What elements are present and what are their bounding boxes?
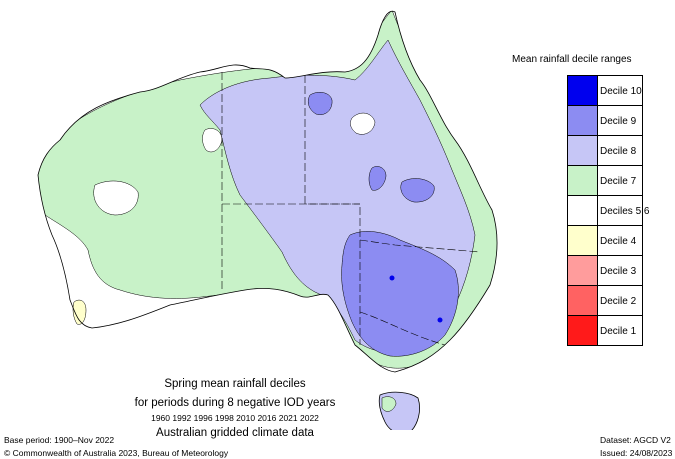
legend-item-decile-10 [568,76,642,106]
legend-label-decile-2: Decile 2 [600,296,637,307]
legend-swatch [568,226,598,255]
legend-item-decile-9 [568,106,642,136]
legend-label-decile-3: Decile 3 [600,266,637,277]
legend-item-decile-2 [568,286,642,316]
border-nsw-vic [359,311,446,346]
legend-label-decile-1: Decile 1 [600,326,637,337]
legend-swatch [568,166,598,195]
legend-item-decile-7 [568,166,642,196]
legend [567,75,643,346]
legend-swatch [568,106,598,135]
legend-swatch [568,256,598,285]
legend-swatch [568,286,598,315]
legend-label-decile-4: Decile 4 [600,236,637,247]
map-subtitle: for periods during 8 negative IOD years [134,397,336,409]
legend-item-decile-8 [568,136,642,166]
border-qld-nsw [359,239,481,253]
deciles-5-6-patch-cape [350,112,376,135]
legend-swatch [568,76,598,105]
legend-label-decile-10: Decile 10 [600,86,642,97]
legend-label-decile-9: Decile 9 [600,116,637,127]
deciles-5-6-patch-pilbara [93,180,139,216]
legend-item-decile-4 [568,226,642,256]
map-title: Spring mean rainfall deciles [164,378,306,390]
legend-item-decile-1 [568,316,642,345]
dataset: Dataset: AGCD V2 [600,435,671,445]
decile-4-patch-southwest [72,299,87,325]
decile-9-zone [341,231,459,357]
deciles-5-6-patch-topend [202,128,223,153]
legend-item-deciles-5-6 [568,196,642,226]
decile-9-patch-north [308,92,333,115]
legend-label-decile-8: Decile 8 [600,146,637,157]
base-period: Base period: 1900–Nov 2022 [4,435,115,445]
decile-zones [38,11,498,369]
decile-10-spot-2 [437,317,443,323]
data-source-caption: Australian gridded climate data [156,427,314,439]
iod-years: 1960 1992 1996 1998 2010 2016 2021 2022 [151,413,319,423]
legend-label-decile-7: Decile 7 [600,176,637,187]
copyright: © Commonwealth of Australia 2023, Bureau… [4,448,229,458]
australia-rainfall-map [37,10,498,430]
legend-swatch [568,136,598,165]
state-borders [221,72,481,346]
tasmania-decile-7 [381,396,397,412]
decile-9-patch-central [400,178,435,203]
decile-9-patch-qld [368,166,387,191]
legend-title: Mean rainfall decile ranges [512,54,632,65]
border-nt-qld [304,75,361,240]
legend-item-decile-3 [568,256,642,286]
issued-date: Issued: 24/08/2023 [600,448,673,458]
legend-swatch [568,196,598,225]
legend-label-deciles-5-6: Deciles 5,6 [600,206,650,217]
decile-10-spot-1 [389,275,395,281]
legend-swatch [568,316,598,345]
